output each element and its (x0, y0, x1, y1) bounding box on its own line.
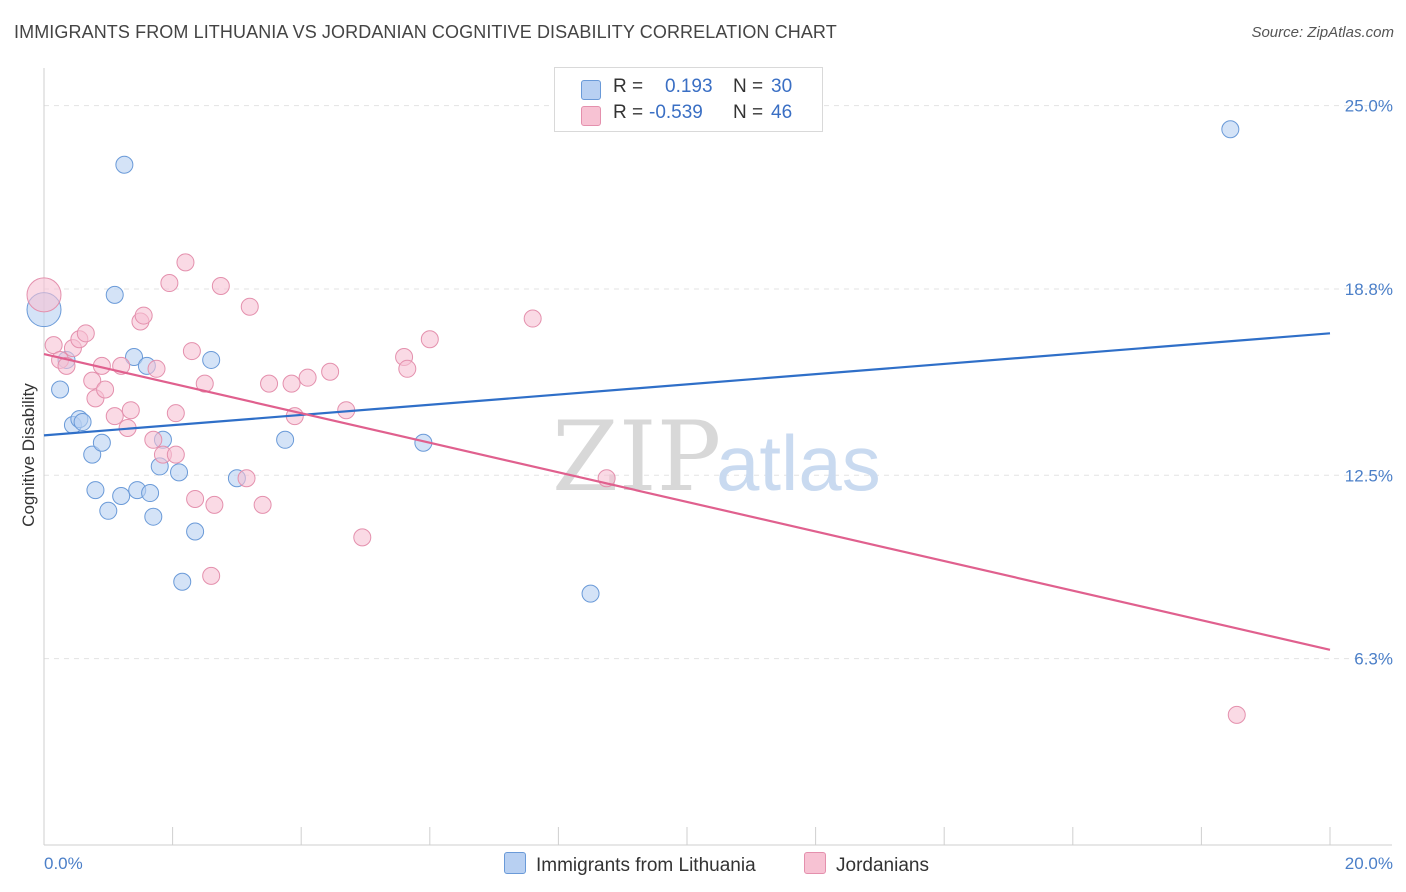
legend-n-value: 46 (771, 102, 793, 123)
y-tick-label: 6.3% (1354, 650, 1393, 669)
jordanian-point (186, 489, 205, 508)
legend-label: Immigrants from Lithuania (536, 855, 756, 876)
jordanian-point (211, 276, 230, 295)
y-tick-label: 12.5% (1345, 466, 1393, 485)
lithuania-point (112, 486, 131, 505)
legend-label: Jordanians (836, 855, 929, 876)
jordanian-point (147, 359, 166, 378)
legend-r-label: R = (613, 76, 644, 97)
legend-swatch-blue (581, 80, 601, 100)
lithuania-point (51, 380, 70, 399)
jordanian-point (298, 368, 317, 387)
legend-r-value: -0.539 (649, 102, 703, 123)
lithuania-point (99, 501, 118, 520)
jordanian-point (253, 495, 272, 514)
lithuania-trend-line (43, 332, 1331, 437)
jordanian-point (523, 309, 542, 328)
legend-swatch-pink (581, 106, 601, 126)
legend-swatch-blue (504, 852, 526, 874)
jordanian-point (182, 342, 201, 361)
jordanian-point (134, 306, 153, 325)
trend-lines (43, 332, 1331, 651)
jordanian-point (1227, 705, 1246, 724)
data-points (26, 120, 1246, 724)
lithuania-point (144, 507, 163, 526)
lithuania-point (125, 347, 144, 366)
watermark-zip: ZIP (552, 401, 721, 513)
watermark: ZIP atlas (552, 401, 881, 513)
stats-legend: R = 0.193 N = 30 R = -0.539 N = 46 (554, 67, 823, 132)
jordanian-point (353, 528, 372, 547)
grid-lines (44, 105, 1392, 660)
legend-n-value: 30 (771, 76, 793, 97)
y-tick-label: 25.0% (1345, 97, 1393, 116)
legend-r-label: R = (613, 102, 644, 123)
jordanian-point (166, 445, 185, 464)
jordanian-point (260, 374, 279, 393)
legend-n-label: N = (733, 102, 764, 123)
jordanian-point (176, 253, 195, 272)
jordanian-point (237, 469, 256, 488)
jordanian-point (96, 380, 115, 399)
lithuania-point (1221, 120, 1240, 139)
axes (43, 68, 1392, 846)
lithuania-point (581, 584, 600, 603)
y-axis-label: Cognitive Disability (19, 383, 38, 527)
jordanian-trend-line (43, 352, 1331, 651)
jordanian-point (202, 566, 221, 585)
chart-source: Source: ZipAtlas.com (1251, 24, 1394, 41)
jordanian-point (57, 356, 76, 375)
lithuania-point (186, 522, 205, 541)
jordanian-point (83, 371, 102, 390)
x-tick-label: 20.0% (1345, 854, 1393, 873)
lithuania-point (202, 350, 221, 369)
legend-item-lithuania[interactable]: Immigrants from Lithuania (504, 852, 756, 877)
jordanian-point (321, 362, 340, 381)
jordanian-point (166, 404, 185, 423)
jordanian-point (121, 401, 140, 420)
jordanian-point (282, 374, 301, 393)
x-tick-label: 0.0% (44, 854, 83, 873)
legend-swatch-pink (804, 852, 826, 874)
jordanian-point (420, 330, 439, 349)
jordanian-point (160, 274, 179, 293)
lithuania-point (141, 484, 160, 503)
lithuania-point (105, 285, 124, 304)
y-tick-label: 18.8% (1345, 280, 1393, 299)
lithuania-point (92, 433, 111, 452)
jordanian-point (398, 359, 417, 378)
jordanian-point (105, 407, 124, 426)
jordanian-point (144, 430, 163, 449)
tick-labels: 6.3% 12.5% 18.8% 25.0% 0.0% 20.0% (44, 97, 1393, 873)
lithuania-point (86, 481, 105, 500)
lithuania-point (276, 430, 295, 449)
legend-n-label: N = (733, 76, 764, 97)
chart-title: IMMIGRANTS FROM LITHUANIA VS JORDANIAN C… (14, 22, 837, 42)
jordanian-point (240, 297, 259, 316)
legend-item-jordanians[interactable]: Jordanians (804, 852, 929, 877)
jordanian-point (205, 495, 224, 514)
watermark-atlas: atlas (716, 419, 881, 507)
lithuania-point (170, 463, 189, 482)
lithuania-point (115, 155, 134, 174)
lithuania-point (173, 572, 192, 591)
lithuania-point (73, 413, 92, 432)
jordanian-point (26, 277, 62, 313)
lithuania-point (83, 445, 102, 464)
jordanian-point (76, 324, 95, 343)
legend-r-value: 0.193 (665, 76, 713, 97)
